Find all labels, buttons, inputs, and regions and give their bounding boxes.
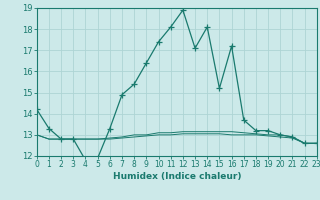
X-axis label: Humidex (Indice chaleur): Humidex (Indice chaleur) <box>113 172 241 181</box>
